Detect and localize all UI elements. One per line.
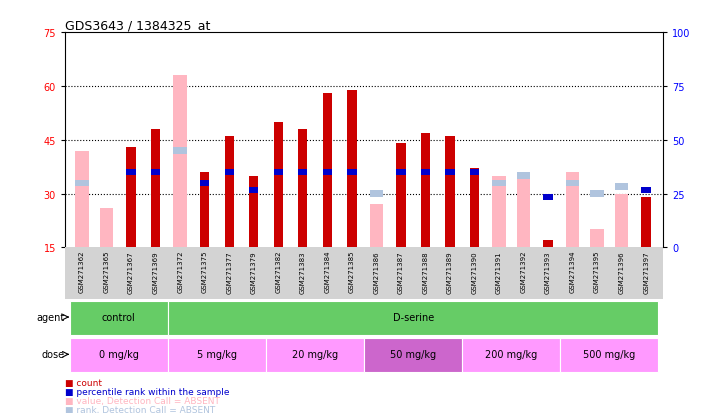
Bar (544, 241, 553, 248)
Bar (273, 170, 283, 175)
Text: 200 mg/kg: 200 mg/kg (485, 349, 537, 359)
Text: GSM271375: GSM271375 (202, 250, 208, 293)
Text: 500 mg/kg: 500 mg/kg (583, 349, 635, 359)
Bar (370, 205, 383, 248)
Bar (397, 170, 405, 175)
Text: ■ percentile rank within the sample: ■ percentile rank within the sample (65, 387, 229, 396)
Text: GSM271384: GSM271384 (324, 250, 330, 293)
Bar (492, 176, 505, 248)
Bar (370, 191, 383, 197)
Bar (224, 137, 234, 248)
Bar (151, 170, 160, 175)
Bar (126, 147, 136, 248)
Text: GDS3643 / 1384325_at: GDS3643 / 1384325_at (65, 19, 211, 32)
Bar (397, 144, 405, 248)
Text: GSM271379: GSM271379 (251, 250, 257, 293)
Bar (642, 188, 651, 193)
Text: dose: dose (41, 349, 64, 359)
Bar (615, 194, 629, 248)
Text: D-serine: D-serine (392, 312, 434, 322)
Bar (544, 195, 553, 200)
Bar (446, 170, 455, 175)
Bar (298, 170, 307, 175)
Bar (249, 188, 258, 193)
Bar (560, 339, 658, 372)
Text: GSM271388: GSM271388 (423, 250, 428, 293)
Bar (298, 130, 307, 248)
Bar (462, 339, 560, 372)
Bar (70, 339, 168, 372)
Bar (590, 191, 604, 197)
Text: GSM271387: GSM271387 (398, 250, 404, 293)
Text: GSM271395: GSM271395 (594, 250, 600, 293)
Text: GSM271394: GSM271394 (570, 250, 575, 293)
Bar (151, 130, 160, 248)
Text: 5 mg/kg: 5 mg/kg (197, 349, 237, 359)
Text: GSM271392: GSM271392 (521, 250, 526, 293)
Bar (323, 170, 332, 175)
Bar (224, 170, 234, 175)
Bar (99, 209, 113, 248)
Bar (168, 301, 658, 335)
Text: GSM271383: GSM271383 (300, 250, 306, 293)
Bar (642, 198, 651, 248)
Bar (273, 123, 283, 248)
Text: GSM271382: GSM271382 (275, 250, 281, 293)
Text: GSM271397: GSM271397 (643, 250, 649, 293)
Text: agent: agent (36, 312, 64, 322)
Text: 0 mg/kg: 0 mg/kg (99, 349, 138, 359)
Bar (266, 339, 364, 372)
Text: GSM271365: GSM271365 (104, 250, 110, 293)
Text: ■ value, Detection Call = ABSENT: ■ value, Detection Call = ABSENT (65, 396, 220, 405)
Bar (75, 151, 89, 248)
Bar (590, 230, 604, 248)
Text: ■ count: ■ count (65, 378, 102, 387)
Text: 20 mg/kg: 20 mg/kg (292, 349, 338, 359)
Bar (174, 148, 187, 154)
Bar (492, 180, 505, 187)
Text: control: control (102, 312, 136, 322)
Bar (470, 169, 479, 248)
Text: ■ rank, Detection Call = ABSENT: ■ rank, Detection Call = ABSENT (65, 405, 215, 413)
Bar (566, 173, 579, 248)
Bar (446, 137, 455, 248)
Text: GSM271369: GSM271369 (153, 250, 159, 293)
Bar (364, 339, 462, 372)
Text: GSM271377: GSM271377 (226, 250, 232, 293)
Bar (168, 339, 266, 372)
Text: GSM271391: GSM271391 (496, 250, 502, 293)
Bar (470, 170, 479, 175)
Bar (348, 90, 356, 248)
Text: GSM271362: GSM271362 (79, 250, 85, 293)
Bar (615, 184, 629, 190)
Text: GSM271372: GSM271372 (177, 250, 183, 293)
Bar (517, 173, 530, 179)
Text: GSM271396: GSM271396 (619, 250, 624, 293)
Text: 50 mg/kg: 50 mg/kg (390, 349, 436, 359)
Text: GSM271367: GSM271367 (128, 250, 134, 293)
Bar (348, 170, 356, 175)
Bar (200, 180, 209, 186)
Bar (323, 94, 332, 248)
Bar (517, 173, 530, 248)
Bar (249, 176, 258, 248)
Bar (421, 133, 430, 248)
Text: GSM271389: GSM271389 (447, 250, 453, 293)
Bar (126, 170, 136, 175)
Text: GSM271386: GSM271386 (373, 250, 379, 293)
Text: GSM271393: GSM271393 (545, 250, 551, 293)
Bar (174, 76, 187, 248)
Bar (70, 301, 168, 335)
Bar (566, 180, 579, 187)
Bar (200, 173, 209, 248)
Bar (75, 180, 89, 187)
Text: GSM271390: GSM271390 (472, 250, 477, 293)
Bar (421, 170, 430, 175)
Text: GSM271385: GSM271385 (349, 250, 355, 293)
